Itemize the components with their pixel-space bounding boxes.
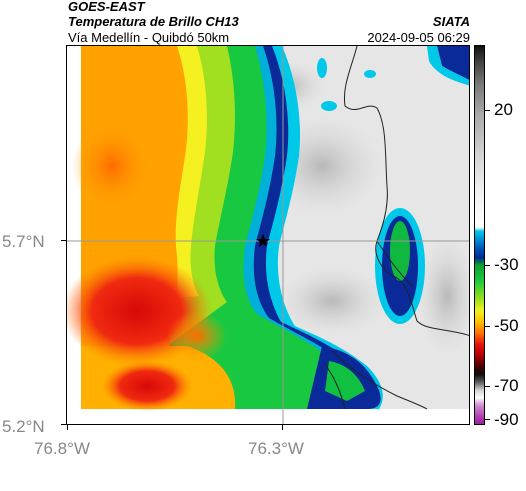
cloud-speck xyxy=(321,101,337,111)
lat-label-5.7: 5.7°N xyxy=(2,232,45,251)
cloud-red-core xyxy=(167,311,227,361)
cloud-lower-right xyxy=(325,361,365,401)
border-line xyxy=(343,46,469,336)
border-line xyxy=(331,350,428,410)
colorbar-label: -90 xyxy=(494,410,519,429)
lon-label-76.8: 76.8°W xyxy=(34,439,90,458)
lon-tick xyxy=(282,425,283,430)
lon-tick xyxy=(67,425,68,430)
cloud-cell-topright xyxy=(427,46,469,86)
no-data-strip xyxy=(67,46,81,424)
cloud-red-core xyxy=(72,121,152,211)
cloud-cell-topright xyxy=(437,46,469,80)
border-line xyxy=(324,363,346,410)
colorbar-tick xyxy=(485,110,490,111)
satellite-name: GOES-EAST xyxy=(68,0,145,14)
lat-label-5.2: 5.2°N xyxy=(2,417,45,436)
product-title: Temperatura de Brillo CH13 xyxy=(68,14,239,29)
colorbar-tick xyxy=(485,265,490,266)
colorbar-label: -70 xyxy=(494,376,519,395)
border-line xyxy=(376,240,413,287)
organization-name: SIATA xyxy=(432,14,470,29)
colorbar-tick xyxy=(485,386,490,387)
route-label: Vía Medellín - Quibdó 50km xyxy=(68,30,230,45)
satellite-map[interactable] xyxy=(66,45,470,425)
cloud-speck xyxy=(364,70,376,78)
no-data-strip xyxy=(67,409,469,424)
lon-label-76.3: 76.3°W xyxy=(248,439,304,458)
lat-tick xyxy=(61,424,66,425)
colorbar-tick xyxy=(485,326,490,327)
colorbar-label: -30 xyxy=(494,255,519,274)
lat-tick xyxy=(61,240,66,241)
colorbar-tick xyxy=(485,419,490,420)
cloud-speck xyxy=(317,58,327,78)
star-marker-icon xyxy=(256,234,270,247)
map-image xyxy=(67,46,469,424)
colorbar-label: -50 xyxy=(494,316,519,335)
colorbar-label: 20 xyxy=(494,100,513,119)
grey-patch xyxy=(417,236,469,356)
cloud-red-core xyxy=(102,361,192,411)
colorbar xyxy=(474,45,485,425)
timestamp: 2024-09-05 06:29 xyxy=(367,30,470,45)
grey-patch xyxy=(277,266,387,336)
